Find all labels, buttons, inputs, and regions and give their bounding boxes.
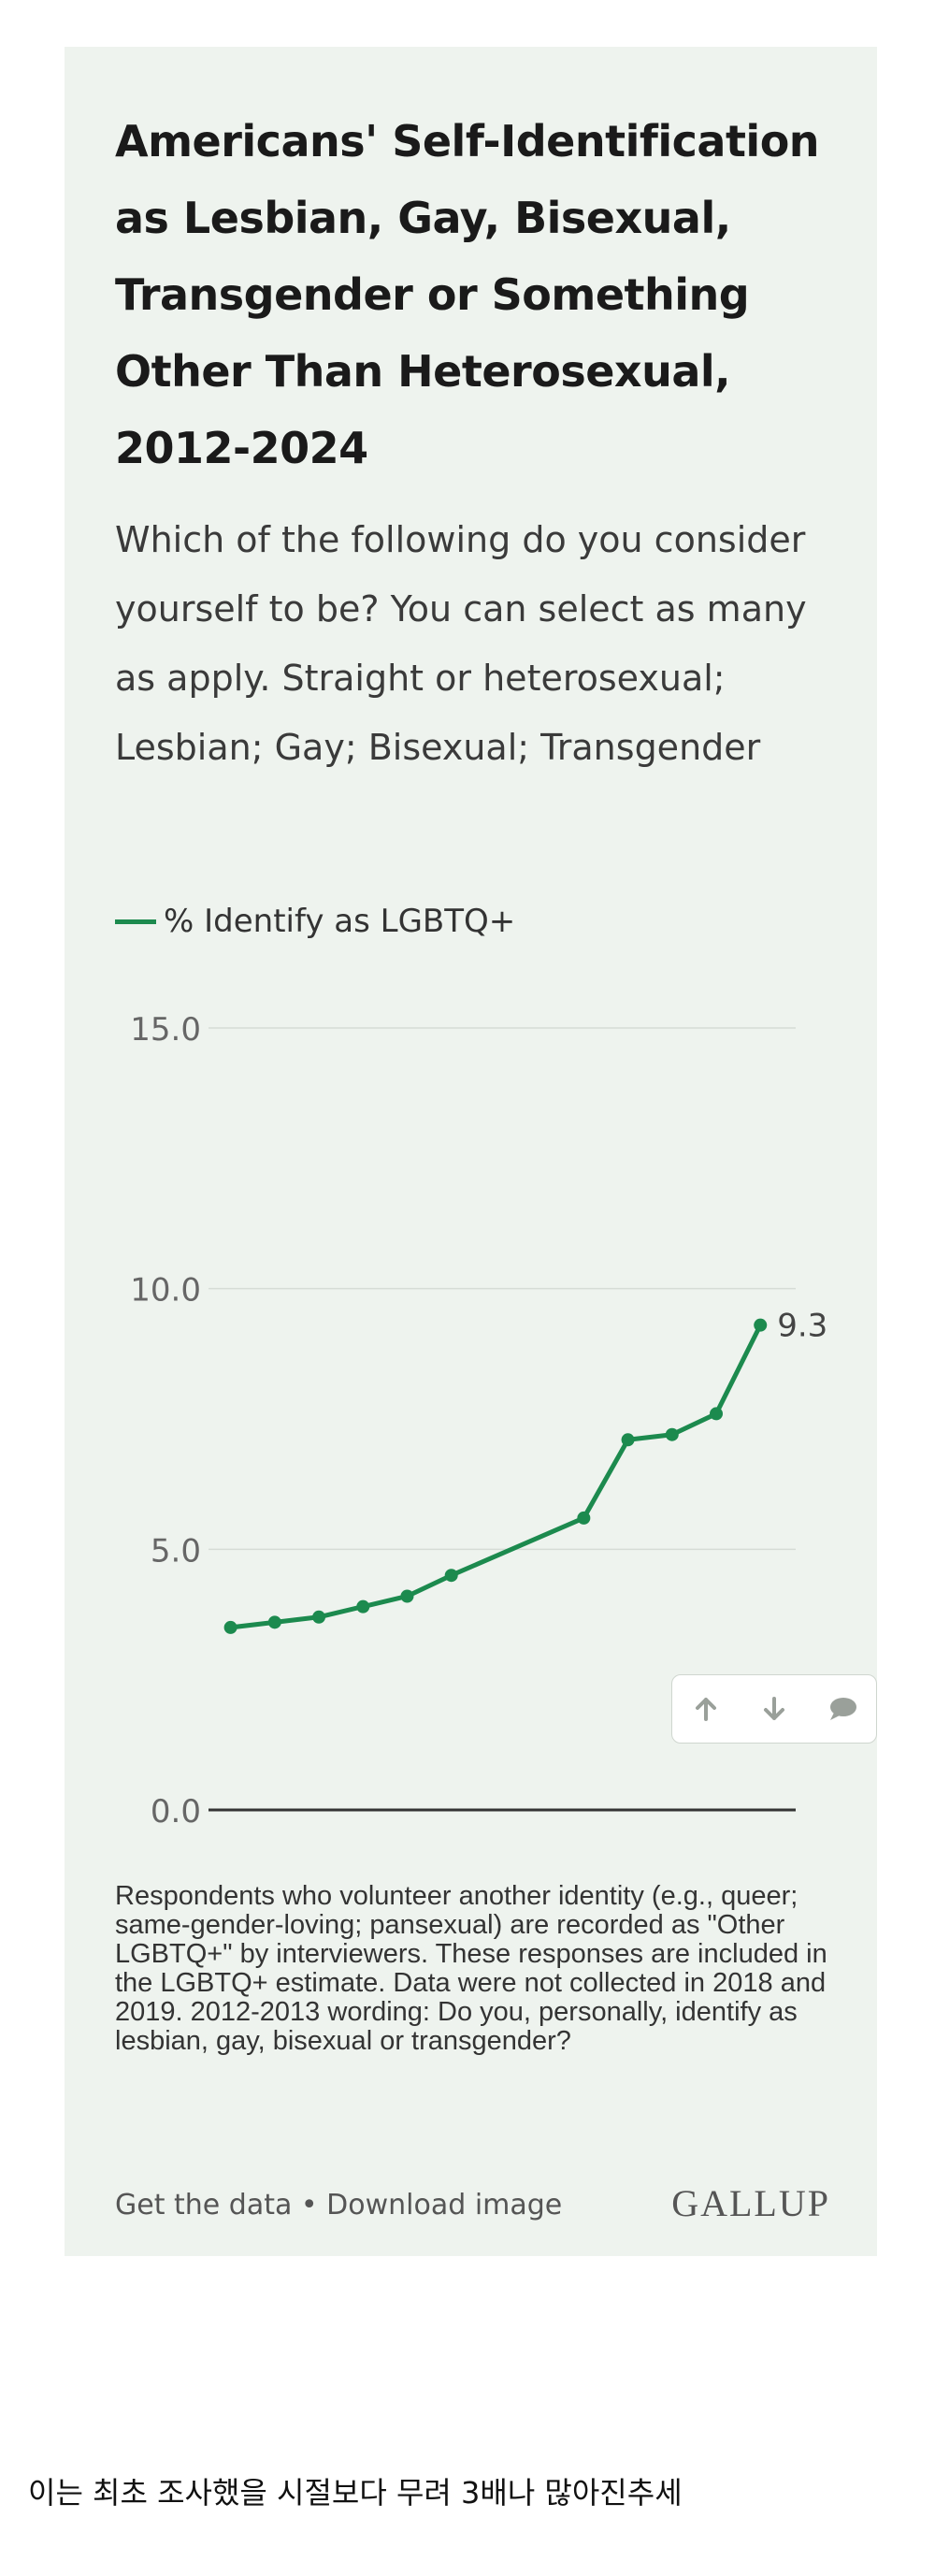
reaction-toolbar — [671, 1674, 877, 1744]
arrow-down-icon — [763, 1697, 784, 1720]
y-tick-label: 15.0 — [130, 1011, 201, 1049]
data-point — [312, 1610, 326, 1624]
series-line — [230, 1324, 763, 1630]
legend-swatch — [115, 919, 156, 924]
arrow-up-icon — [696, 1698, 717, 1721]
y-tick-label: 10.0 — [130, 1272, 201, 1310]
upvote-button[interactable] — [683, 1686, 728, 1731]
data-point — [356, 1599, 370, 1614]
data-point — [400, 1589, 414, 1603]
line-chart: 0.05.010.015.0201520209.3 — [130, 1011, 827, 1824]
chart-card: Americans' Self-Identification as Lesbia… — [65, 47, 877, 2256]
footnote: Respondents who volunteer another identi… — [115, 1881, 827, 2056]
data-point — [710, 1407, 724, 1421]
data-point — [577, 1511, 591, 1525]
data-point — [665, 1427, 679, 1441]
link-separator: • — [300, 2189, 318, 2221]
card-links: Get the data • Download image — [115, 2189, 562, 2221]
data-point — [267, 1615, 281, 1629]
end-value-label: 9.3 — [777, 1308, 827, 1345]
get-data-link[interactable]: Get the data — [115, 2189, 293, 2221]
chart-title: Americans' Self-Identification as Lesbia… — [115, 116, 820, 473]
downvote-button[interactable] — [752, 1686, 797, 1731]
legend-label: % Identify as LGBTQ+ — [164, 903, 516, 940]
data-point — [444, 1569, 458, 1583]
comment-button[interactable] — [820, 1686, 865, 1731]
chart-subtitle: Which of the following do you consider y… — [115, 519, 807, 768]
data-point — [223, 1620, 237, 1634]
data-point — [621, 1433, 635, 1447]
gallup-logo: GALLUP — [671, 2182, 830, 2224]
data-point — [754, 1318, 768, 1332]
y-tick-label: 5.0 — [151, 1532, 201, 1570]
y-tick-label: 0.0 — [151, 1793, 201, 1824]
download-image-link[interactable]: Download image — [326, 2189, 563, 2221]
legend: % Identify as LGBTQ+ — [115, 898, 515, 945]
post-caption: 이는 최초 조사했을 시절보다 무려 3배나 많아진추세 — [28, 2475, 683, 2511]
comment-icon — [829, 1698, 856, 1720]
